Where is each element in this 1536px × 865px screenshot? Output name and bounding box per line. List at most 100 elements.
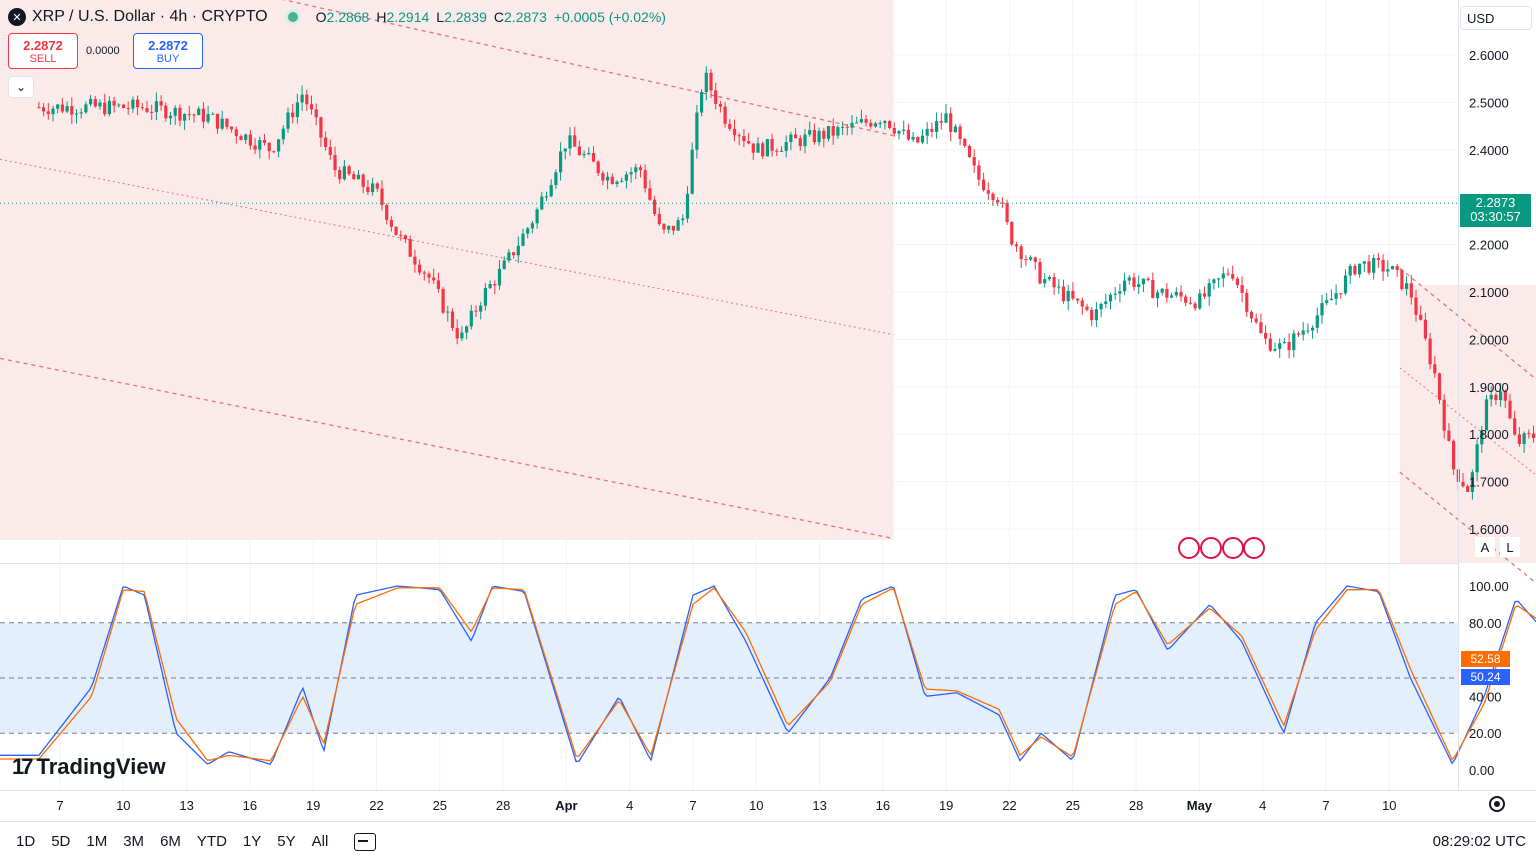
candle-body (1033, 257, 1037, 263)
economic-event-icon[interactable] (1200, 537, 1222, 559)
candle-body (1419, 314, 1423, 320)
candle-body (629, 172, 633, 175)
x-icon[interactable]: ✕ (8, 8, 26, 26)
candle-body (859, 119, 863, 123)
candle-body (544, 196, 549, 198)
range-1m-button[interactable]: 1M (86, 833, 108, 850)
ohlc-change: +0.0005 (+0.02%) (553, 9, 666, 25)
candle-body (982, 179, 986, 191)
sell-label: SELL (29, 53, 57, 65)
candle-body (935, 121, 939, 132)
candle-body (610, 176, 614, 184)
economic-event-icon[interactable] (1178, 537, 1200, 559)
tradingview-logo-icon: 17 (12, 754, 34, 779)
candle-body (676, 220, 680, 231)
candle-body (65, 106, 69, 112)
range-3m-button[interactable]: 3M (123, 833, 145, 850)
candle-body (1395, 266, 1399, 270)
last-price-value: 2.2873 (1475, 195, 1516, 210)
range-ytd-button[interactable]: YTD (196, 833, 227, 850)
symbol-title[interactable]: XRP / U.S. Dollar · 4h · CRYPTO (32, 8, 268, 25)
economic-event-icon[interactable] (1222, 537, 1244, 559)
candle-body (56, 104, 60, 109)
candle-body (930, 128, 934, 132)
candle-body (925, 128, 929, 136)
candle-body (1207, 283, 1211, 297)
candle-body (286, 112, 290, 129)
candle-body (986, 190, 990, 194)
candle-body (215, 113, 220, 129)
collapse-legend-button[interactable]: ⌄ (8, 76, 34, 98)
stoch-k-value-label: 50.24 (1461, 669, 1510, 685)
candle-body (803, 134, 807, 147)
time-axis-label: 13 (812, 798, 826, 813)
candle-body (878, 123, 882, 125)
tradingview-logo[interactable]: 17 TradingView (12, 754, 166, 780)
candle-body (436, 280, 440, 289)
sell-button[interactable]: 2.2872 SELL (8, 33, 78, 69)
candle-body (920, 135, 925, 143)
candle-body (1353, 265, 1357, 275)
candle-body (183, 114, 187, 121)
candle-body (234, 129, 238, 137)
candle-body (1343, 275, 1348, 294)
candle-body (1405, 283, 1409, 290)
candle-body (1127, 277, 1131, 281)
candle-body (197, 108, 201, 116)
candle-body (347, 166, 351, 175)
candle-body (831, 126, 835, 136)
utc-clock[interactable]: 08:29:02 UTC (1432, 833, 1526, 850)
buy-button[interactable]: 2.2872 BUY (133, 33, 203, 69)
candle-body (615, 181, 619, 184)
go-to-date-icon[interactable] (354, 832, 377, 851)
candle-body (892, 128, 896, 134)
candle-body (587, 153, 591, 155)
candle-body (150, 111, 154, 113)
auto-scale-button[interactable]: A (1475, 537, 1495, 557)
time-axis-label: 7 (1322, 798, 1329, 813)
price-axis-label: 1.9000 (1469, 380, 1509, 395)
bar-countdown: 03:30:57 (1470, 209, 1521, 224)
candle-body (1057, 286, 1061, 288)
settings-icon[interactable] (1489, 796, 1505, 812)
range-5d-button[interactable]: 5D (51, 833, 71, 850)
candle-body (277, 139, 281, 152)
range-1y-button[interactable]: 1Y (242, 833, 262, 850)
buy-price: 2.2872 (148, 38, 188, 53)
range-1d-button[interactable]: 1D (16, 833, 36, 850)
price-axis-label: 2.4000 (1469, 143, 1509, 158)
currency-select[interactable]: USD (1460, 6, 1532, 30)
candle-body (342, 166, 346, 180)
candle-body (371, 183, 375, 193)
candle-body (145, 107, 149, 112)
candle-body (98, 102, 102, 107)
candle-body (479, 305, 483, 312)
candle-body (873, 123, 878, 127)
candle-body (704, 72, 708, 93)
candle-body (507, 252, 511, 261)
log-scale-button[interactable]: L (1500, 537, 1520, 557)
candle-body (624, 174, 628, 181)
candle-body (1146, 278, 1150, 281)
candle-body (1188, 302, 1192, 304)
candle-body (1151, 280, 1155, 299)
candle-body (168, 115, 173, 119)
candle-body (427, 273, 431, 278)
stochastic-d-line (0, 586, 1536, 762)
candle-body (1447, 430, 1451, 441)
candle-body (1160, 288, 1164, 293)
candle-body (530, 223, 534, 229)
price-axis-border (1458, 0, 1459, 790)
range-all-button[interactable]: All (311, 833, 329, 850)
time-axis-border (0, 790, 1536, 791)
range-6m-button[interactable]: 6M (160, 833, 181, 850)
candle-body (1362, 261, 1366, 264)
economic-event-icon[interactable] (1243, 537, 1265, 559)
time-axis-label: 10 (749, 798, 763, 813)
candle-body (1480, 430, 1484, 445)
candle-body (1259, 322, 1263, 333)
range-5y-button[interactable]: 5Y (277, 833, 296, 850)
candle-body (295, 102, 299, 118)
